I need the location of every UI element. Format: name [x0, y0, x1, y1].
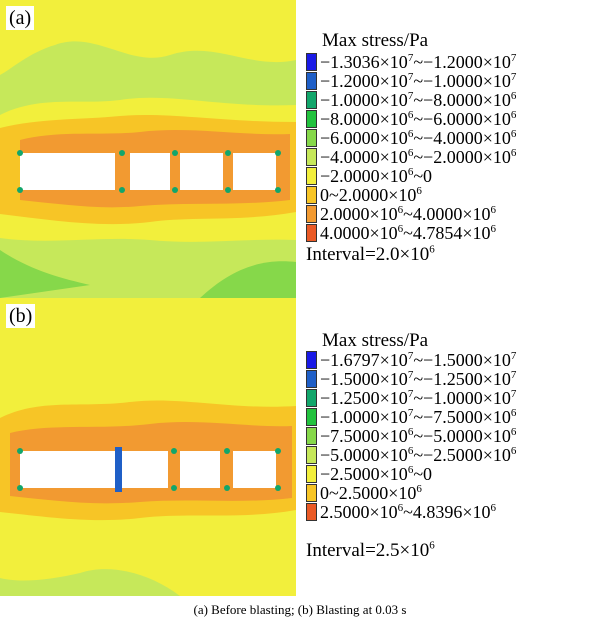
legend-label: −1.2500×107~−1.0000×107 [320, 388, 517, 408]
legend-item: −2.0000×106~0 [302, 166, 600, 186]
legend-swatch [306, 167, 317, 185]
legend-title-a: Max stress/Pa [322, 30, 429, 51]
legend-swatch [306, 351, 317, 369]
panel-letter-b: (b) [6, 304, 36, 328]
legend-label: −1.5000×107~−1.2500×107 [320, 369, 517, 389]
legend-label: −1.3036×107~−1.2000×107 [320, 52, 517, 72]
legend-label: −1.0000×107~−8.0000×106 [320, 90, 517, 110]
tunnel-opening [233, 153, 276, 190]
interval-a: Interval=2.0×106 [306, 243, 435, 265]
legend-swatch [306, 53, 317, 71]
contour-region [0, 0, 296, 75]
legend-title-b: Max stress/Pa [322, 330, 429, 351]
tunnel-opening [20, 153, 115, 190]
legend-swatch [306, 446, 317, 464]
panel-a: (a) Max stress/Pa −1.3036×107~−1.2000×10… [0, 0, 600, 298]
tunnel-opening [180, 153, 223, 190]
legend-item: −1.2500×107~−1.0000×107 [302, 388, 600, 408]
legend-item: 4.0000×106~4.7854×106 [302, 223, 600, 243]
legend-label: −6.0000×106~−4.0000×106 [320, 128, 517, 148]
legend-label: −8.0000×106~−6.0000×106 [320, 109, 517, 129]
legend-label: −2.0000×106~0 [320, 166, 433, 186]
contour-region [0, 250, 90, 298]
legend-swatch [306, 148, 317, 166]
legend-swatch [306, 186, 317, 204]
legend-swatch [306, 129, 317, 147]
legend-label: −1.2000×107~−1.0000×107 [320, 71, 517, 91]
legend-label: −5.0000×106~−2.5000×106 [320, 445, 517, 465]
legend-swatch [306, 389, 317, 407]
legend-item: −1.6797×107~−1.5000×107 [302, 350, 600, 370]
legend-item: −1.2000×107~−1.0000×107 [302, 71, 600, 91]
legend-label: 0~2.5000×106 [320, 483, 422, 503]
blast-face-stress [115, 447, 122, 492]
legend-label: 0~2.0000×106 [320, 185, 422, 205]
interval-b: Interval=2.5×106 [306, 539, 435, 561]
figure-caption: (a) Before blasting; (b) Blasting at 0.0… [193, 602, 407, 617]
legend-label: 4.0000×106~4.7854×106 [320, 223, 497, 243]
legend-item: −4.0000×106~−2.0000×106 [302, 147, 600, 167]
legend-item: −8.0000×106~−6.0000×106 [302, 109, 600, 129]
legend-item: −1.0000×107~−8.0000×106 [302, 90, 600, 110]
tunnel-opening [130, 153, 170, 190]
legend-item: 2.0000×106~4.0000×106 [302, 204, 600, 224]
stress-contour-plot-a: (a) [0, 0, 296, 298]
stress-concentration-markers [17, 150, 281, 193]
legend-swatch [306, 465, 317, 483]
stress-concentration-markers [17, 448, 281, 491]
legend-swatch [306, 72, 317, 90]
tunnel-opening [180, 451, 220, 488]
legend-item: 0~2.5000×106 [302, 483, 600, 503]
legend-label: −7.5000×106~−5.0000×106 [320, 426, 517, 446]
legend-swatch [306, 370, 317, 388]
legend-label: −1.6797×107~−1.5000×107 [320, 350, 517, 370]
legend-label: −2.5000×106~0 [320, 464, 433, 484]
legend-swatch [306, 91, 317, 109]
legend-swatch [306, 110, 317, 128]
legend-item: −5.0000×106~−2.5000×106 [302, 445, 600, 465]
panel-b: (b) Max stress/Pa −1.6797×107~−1.5000×10… [0, 298, 600, 596]
contour-region [200, 261, 296, 298]
legend-label: −4.0000×106~−2.0000×106 [320, 147, 517, 167]
stress-contour-plot-b: (b) [0, 298, 296, 596]
legend-item: −7.5000×106~−5.0000×106 [302, 426, 600, 446]
legend-label: −1.0000×107~−7.5000×106 [320, 407, 517, 427]
legend-item: −6.0000×106~−4.0000×106 [302, 128, 600, 148]
legend-item: −1.5000×107~−1.2500×107 [302, 369, 600, 389]
legend-item: 0~2.0000×106 [302, 185, 600, 205]
legend-label: 2.5000×106~4.8396×106 [320, 502, 497, 522]
tunnel-opening [122, 451, 168, 488]
legend-swatch [306, 408, 317, 426]
contour-svg-b [0, 298, 296, 596]
tunnel-opening [20, 451, 115, 488]
legend-item: 2.5000×106~4.8396×106 [302, 502, 600, 522]
contour-svg-a [0, 0, 296, 298]
legend-swatch [306, 484, 317, 502]
legend-swatch [306, 503, 317, 521]
legend-item: −1.3036×107~−1.2000×107 [302, 52, 600, 72]
panel-letter-a: (a) [6, 6, 35, 30]
legend-item: −1.0000×107~−7.5000×106 [302, 407, 600, 427]
legend-swatch [306, 224, 317, 242]
legend-swatch [306, 427, 317, 445]
legend-item: −2.5000×106~0 [302, 464, 600, 484]
legend-swatch [306, 205, 317, 223]
tunnel-opening [233, 451, 276, 488]
legend-label: 2.0000×106~4.0000×106 [320, 204, 497, 224]
